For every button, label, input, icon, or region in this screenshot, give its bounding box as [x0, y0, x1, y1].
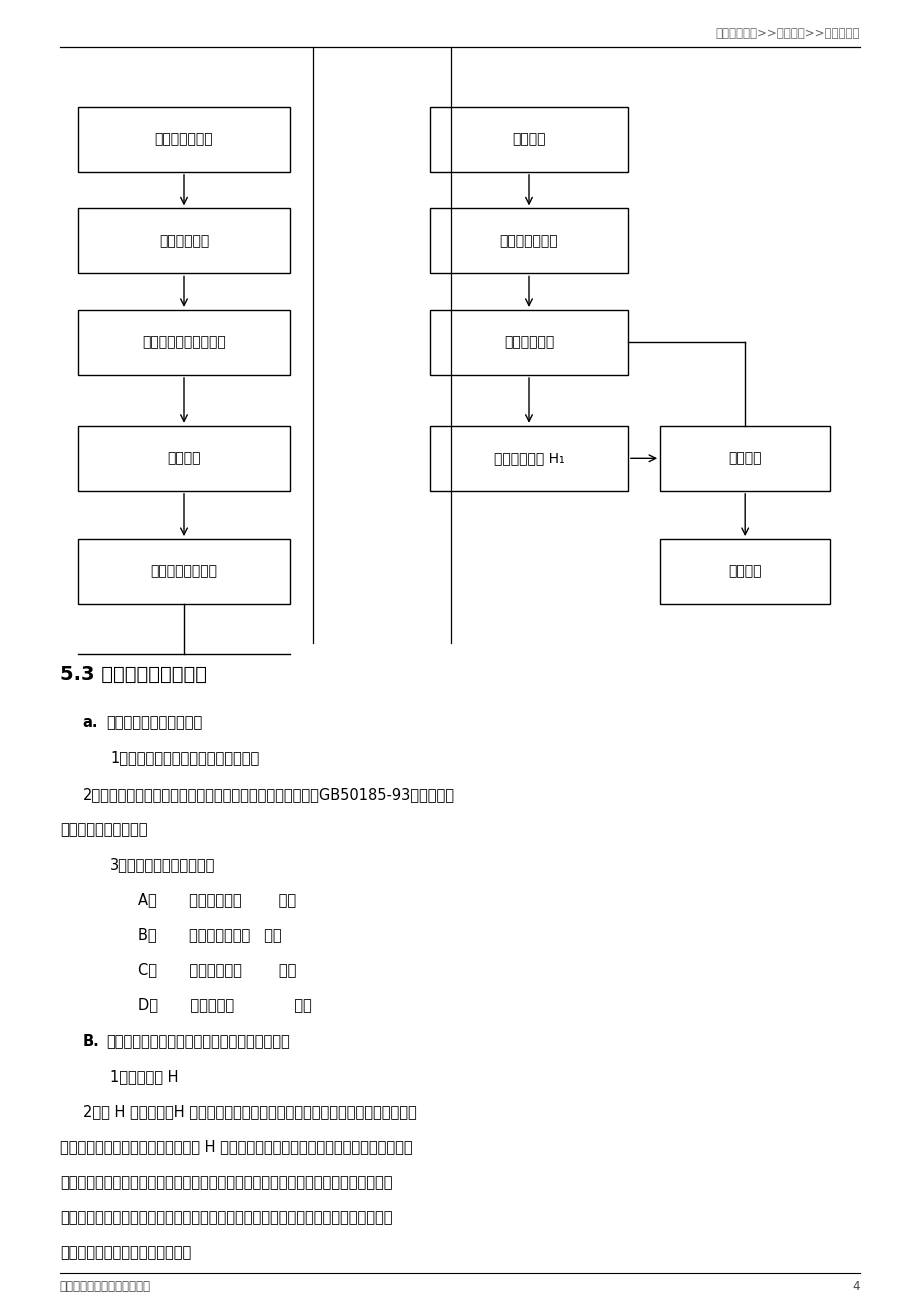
Text: 检查主保温层 H₁: 检查主保温层 H₁ [494, 452, 563, 465]
Text: B、       钩钉、骨架安装   三级: B、 钩钉、骨架安装 三级 [138, 927, 281, 943]
Text: D、       保护层施工             四级: D、 保护层施工 四级 [138, 997, 312, 1013]
Bar [430, 310, 627, 375]
Bar [78, 208, 289, 273]
Bar [78, 107, 289, 172]
Text: 2）评定标准执行《工业设备及管道绝热工程检验评定标准》GB50185-93，《电力建: 2）评定标准执行《工业设备及管道绝热工程检验评定标准》GB50185-93，《电… [83, 786, 454, 802]
Bar [660, 426, 830, 491]
Text: 技术交底: 技术交底 [167, 452, 200, 465]
Bar [78, 310, 289, 375]
Text: 钩钉、骨架安装: 钩钉、骨架安装 [499, 234, 558, 247]
Text: 作业指导书编制: 作业指导书编制 [154, 133, 213, 146]
Text: 关键检查项目，隐蔽工程及停工待检点的确定：: 关键检查项目，隐蔽工程及停工待检点的确定： [106, 1034, 289, 1049]
Bar [430, 208, 627, 273]
Text: a.: a. [83, 715, 98, 730]
Text: 主保温层施工: 主保温层施工 [504, 336, 553, 349]
Text: C、       主保温层施工        四级: C、 主保温层施工 四级 [138, 962, 296, 978]
Text: 工程质量检验及评定标准: 工程质量检验及评定标准 [106, 715, 202, 730]
Text: 1）施工质量必须符合图纸设计要求。: 1）施工质量必须符合图纸设计要求。 [110, 750, 259, 766]
Bar [430, 107, 627, 172]
Text: 2）对 H 点的控制，H 点即是对主保温层施工的控制，本工序是保温工程施工的中: 2）对 H 点的控制，H 点即是对主保温层施工的控制，本工序是保温工程施工的中 [83, 1104, 416, 1120]
Text: 编制施工计划: 编制施工计划 [159, 234, 209, 247]
Text: B.: B. [83, 1034, 99, 1049]
Text: 整，直至符合设计规范要求为止。: 整，直至符合设计规范要求为止。 [60, 1245, 191, 1260]
Text: 编制工器具材料任务单: 编制工器具材料任务单 [142, 336, 226, 349]
Text: 材料齐全: 材料齐全 [512, 133, 545, 146]
Bar [430, 426, 627, 491]
Text: 量把关，如无错缝、压缝，应进行整改，如有拼砌不严，必须用填料将其填充密实且平: 量把关，如无错缝、压缝，应进行整改，如有拼砌不严，必须用填料将其填充密实且平 [60, 1210, 391, 1225]
Bar [660, 539, 830, 604]
Text: 作业人员资格确认: 作业人员资格确认 [151, 565, 217, 578]
Text: 心环节，也是保温重点与难点，保证 H 点的控制关键有两个方面，首先施工方法应正确，: 心环节，也是保温重点与难点，保证 H 点的控制关键有两个方面，首先施工方法应正确… [60, 1139, 412, 1155]
Bar [78, 539, 289, 604]
Text: 在保证保温质量的情况下，对保温材料的检验是否合格也是关键之一，第二是对施工质: 在保证保温质量的情况下，对保温材料的检验是否合格也是关键之一，第二是对施工质 [60, 1174, 391, 1190]
Bar [78, 426, 289, 491]
Text: 4: 4 [852, 1280, 859, 1293]
Text: 1）停工待检 H: 1）停工待检 H [110, 1069, 178, 1085]
Text: 5.3 质量及工艺保证措施: 5.3 质量及工艺保证措施 [60, 665, 207, 684]
Text: 设施工及验收规范》。: 设施工及验收规范》。 [60, 822, 147, 837]
Text: 检查修补: 检查修补 [728, 452, 761, 465]
Text: 阳逻三期工程>>本体保温>>作业指导书: 阳逻三期工程>>本体保温>>作业指导书 [715, 27, 859, 40]
Text: 最终检查: 最终检查 [728, 565, 761, 578]
Text: 3）工序验收及验收等级。: 3）工序验收及验收等级。 [110, 857, 216, 872]
Text: A、       材料验收等级        三级: A、 材料验收等级 三级 [138, 892, 296, 907]
Text: 湖北省电力建设第二工程公司: 湖北省电力建设第二工程公司 [60, 1280, 151, 1293]
